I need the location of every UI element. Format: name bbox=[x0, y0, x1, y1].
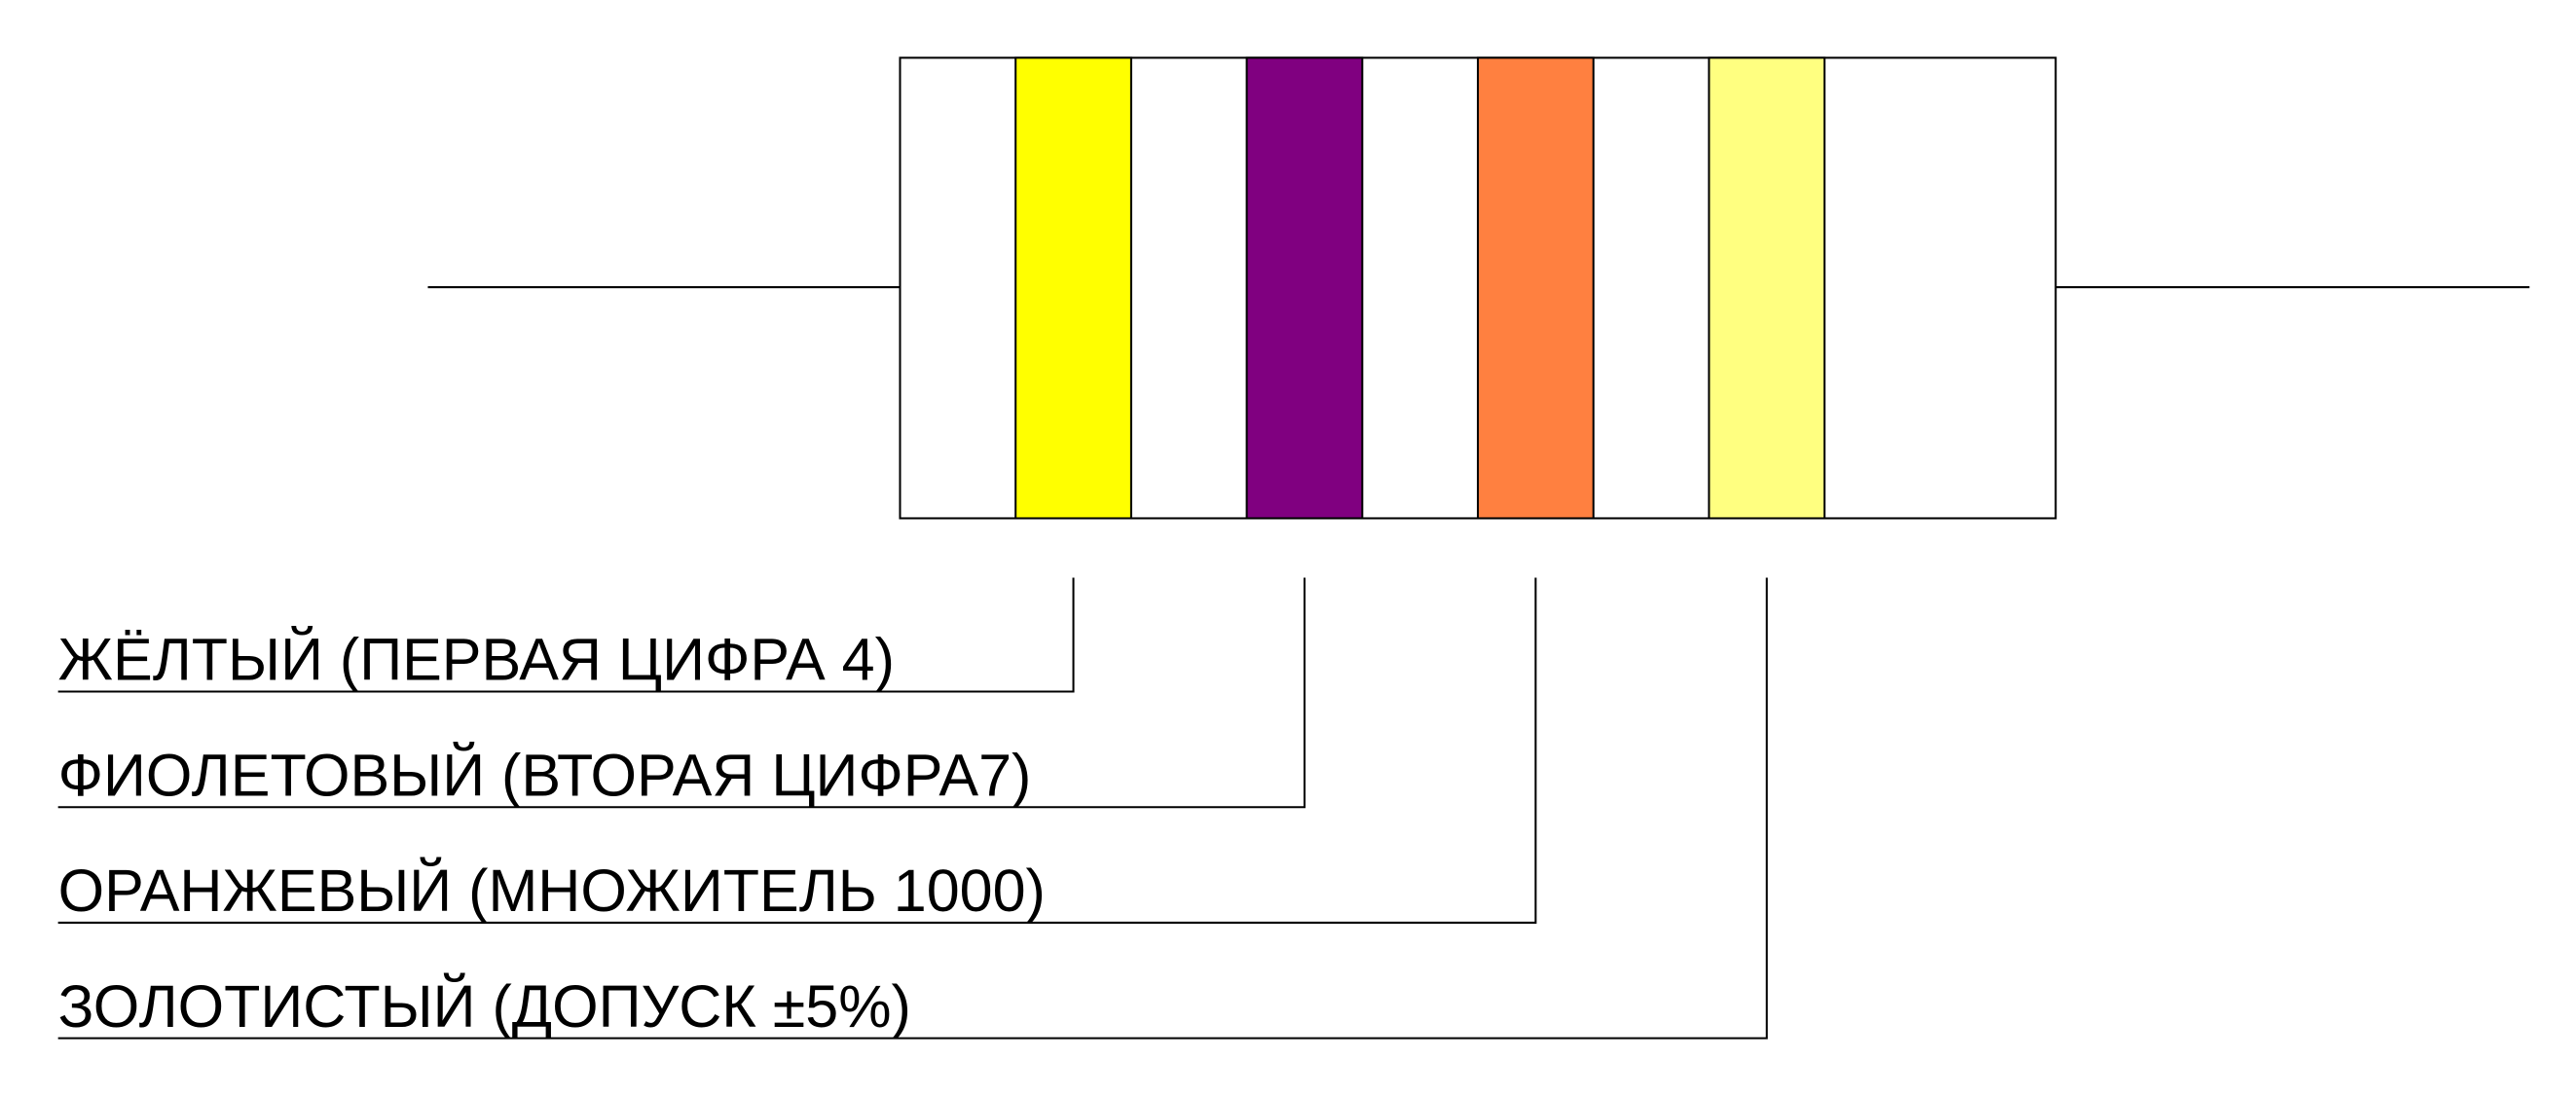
band-label: ФИОЛЕТОВЫЙ (ВТОРАЯ ЦИФРА7) bbox=[58, 741, 1032, 808]
color-band bbox=[1476, 56, 1595, 520]
leader-line bbox=[57, 577, 1306, 809]
band-label: ЗОЛОТИСТЫЙ (ДОПУСК ±5%) bbox=[58, 972, 911, 1040]
band-label: ОРАНЖЕВЫЙ (МНОЖИТЕЛЬ 1000) bbox=[58, 857, 1046, 924]
band-label: ЖЁЛТЫЙ (ПЕРВАЯ ЦИФРА 4) bbox=[58, 626, 895, 693]
leader-line bbox=[57, 577, 1075, 693]
color-band bbox=[1708, 56, 1826, 520]
leader-line bbox=[57, 577, 1768, 1040]
color-band bbox=[1245, 56, 1364, 520]
color-band bbox=[1014, 56, 1132, 520]
leader-line bbox=[57, 577, 1537, 924]
